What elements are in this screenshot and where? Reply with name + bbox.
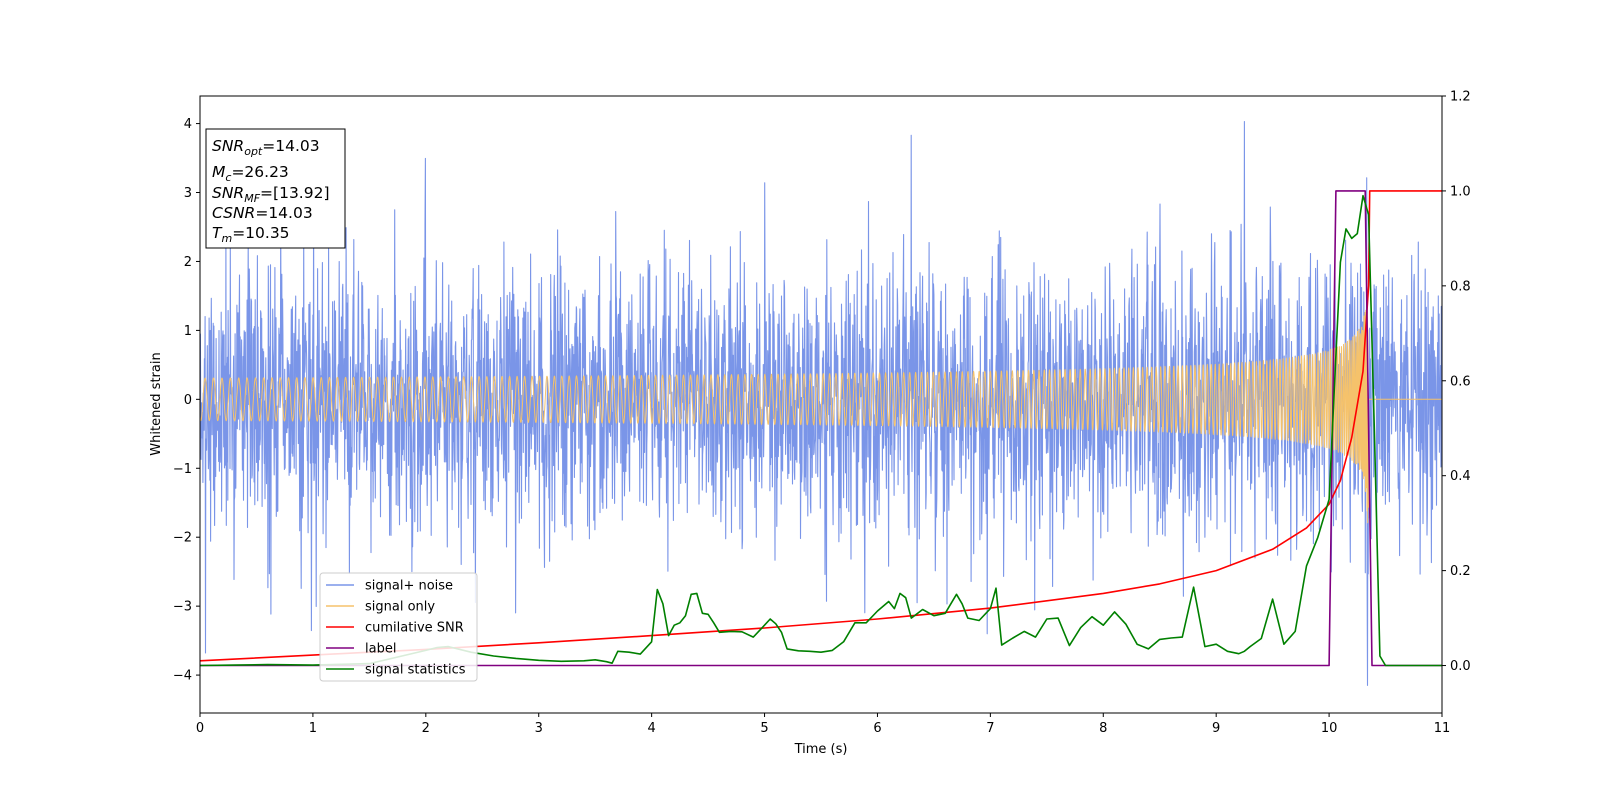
x-tick-label: 11 xyxy=(1434,721,1451,736)
info-box: SNRopt=14.03 Mc=26.23SNRMF=[13.92]CSNR=14… xyxy=(205,128,346,249)
x-tick-label: 2 xyxy=(422,721,430,736)
axis-ticks: 0 1 2 3 4 5 6 7 8 9 10 1143210−1−2−3−41.21.00.80.60… xyxy=(173,90,1471,737)
axes-frame xyxy=(199,95,1443,714)
y-axis-label: Whitened strain xyxy=(149,352,164,455)
y-tick-label-left: 2 xyxy=(184,255,192,270)
x-tick-label: 1 xyxy=(309,721,317,736)
legend-label: signal statistics xyxy=(365,663,466,678)
y-tick-label-left: 0 xyxy=(184,393,192,408)
series-line-signal-statistics xyxy=(200,194,1442,667)
y-tick-label-left: −1 xyxy=(173,462,192,477)
y-tick-label-left: 4 xyxy=(184,117,192,132)
y-tick-label-right: 0.4 xyxy=(1450,469,1471,484)
y-tick-label-right: 0.2 xyxy=(1450,564,1471,579)
legend: signal+ noise signal only cumilative SNR la… xyxy=(319,572,478,682)
y-tick-label-left: −3 xyxy=(173,600,192,615)
y-tick-label-left: 1 xyxy=(184,324,192,339)
series-line-cumilative-snr xyxy=(200,190,1442,662)
x-tick-label: 4 xyxy=(647,721,655,736)
info-box-frame xyxy=(205,128,346,249)
x-tick-label: 9 xyxy=(1212,721,1220,736)
y-tick-label-right: 1.0 xyxy=(1450,184,1471,199)
y-tick-label-right: 0.6 xyxy=(1450,374,1471,389)
x-tick-label: 0 xyxy=(196,721,204,736)
x-tick-label: 3 xyxy=(535,721,543,736)
info-line: SNRopt=14.03 xyxy=(212,137,320,158)
y-tick-label-right: 0.8 xyxy=(1450,279,1471,294)
legend-label: signal only xyxy=(365,600,435,615)
info-line: SNRMF=[13.92] xyxy=(212,184,330,205)
legend-label: cumilative SNR xyxy=(365,621,464,636)
y-tick-label-right: 1.2 xyxy=(1450,90,1471,105)
y-tick-label-right: 0.0 xyxy=(1450,659,1471,674)
x-tick-label: 10 xyxy=(1321,721,1338,736)
x-axis-label: Time (s) xyxy=(794,742,848,757)
y-tick-label-left: −2 xyxy=(173,531,192,546)
y-tick-label-left: −4 xyxy=(173,669,192,684)
info-line: Tm=10.35 xyxy=(212,224,290,245)
info-line: CSNR=14.03 xyxy=(212,204,313,222)
series-line-signal-only xyxy=(200,301,1442,524)
y-tick-label-left: 3 xyxy=(184,186,192,201)
plot-area xyxy=(200,120,1442,686)
x-tick-label: 7 xyxy=(986,721,994,736)
legend-frame xyxy=(319,572,478,682)
x-tick-label: 5 xyxy=(760,721,768,736)
info-line: Mc=26.23 xyxy=(212,163,289,184)
x-tick-label: 6 xyxy=(873,721,881,736)
legend-label: label xyxy=(365,642,396,657)
x-tick-label: 8 xyxy=(1099,721,1107,736)
legend-label: signal+ noise xyxy=(365,579,453,594)
series-line-label xyxy=(200,190,1442,667)
